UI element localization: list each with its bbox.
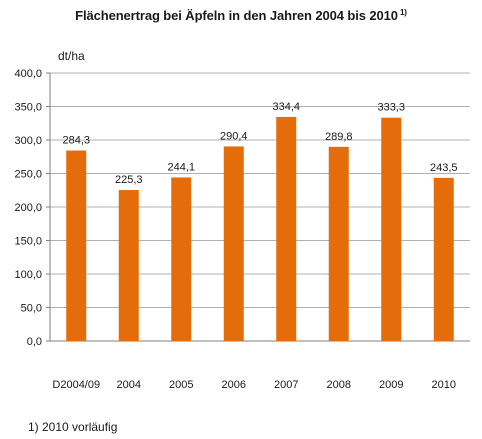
bar-2006 [223, 146, 244, 341]
y-tick-label: 400,0 [14, 68, 42, 80]
bar-2009 [381, 117, 402, 342]
x-tick-label-2007: 2007 [274, 379, 298, 391]
bar-2007 [276, 116, 297, 342]
data-label-2009: 333,3 [377, 102, 405, 114]
y-tick-label: 250,0 [14, 169, 42, 181]
data-labels: 284,3 225,3 244,1 290,4 334,4 289,8 333,3 243,5 [62, 101, 457, 186]
bar-2004 [118, 190, 139, 341]
y-axis-unit-label: dt/ha [58, 49, 85, 63]
y-tick-label: 200,0 [14, 202, 42, 214]
data-label-2008: 289,8 [325, 131, 353, 143]
title-footnote-marker: 1) [399, 8, 407, 17]
data-label-2006: 290,4 [220, 130, 248, 142]
x-tick-label-2006: 2006 [222, 379, 246, 391]
bar-2008 [328, 146, 349, 341]
x-tick-label-2008: 2008 [327, 379, 351, 391]
y-tick-label: 0,0 [27, 336, 42, 348]
y-tick-label: 350,0 [14, 102, 42, 114]
y-tick-label: 300,0 [14, 135, 42, 147]
y-tick-labels: 0,0 50,0 100,0 150,0 200,0 250,0 300,0 350,0 400… [14, 68, 42, 348]
footnote: 1) 2010 vorläufig [28, 420, 118, 434]
bar-D2004/09 [66, 150, 87, 341]
y-tick-label: 150,0 [14, 236, 42, 248]
chart-title-text: Flächenertrag bei Äpfeln in den Jahren 2… [75, 8, 398, 23]
data-label-D2004/09: 284,3 [62, 135, 90, 147]
x-tick-label-2004: 2004 [117, 379, 141, 391]
x-tick-labels: D2004/09 2004 2005 2006 2007 2008 2009 2010 [52, 379, 456, 391]
bar-2010 [433, 177, 454, 341]
data-label-2004: 225,3 [115, 174, 143, 186]
gridlines [50, 72, 470, 308]
bar-chart: 284,3 225,3 244,1 290,4 334,4 289,8 333,3 243,5… [14, 68, 470, 391]
x-tick-label-2005: 2005 [169, 379, 193, 391]
chart-title: Flächenertrag bei Äpfeln in den Jahren 2… [0, 8, 482, 23]
y-tick-label: 100,0 [14, 269, 42, 281]
x-tick-label-D2004/09: D2004/09 [52, 379, 100, 391]
data-label-2005: 244,1 [167, 161, 195, 173]
bars [66, 116, 454, 342]
y-tick-label: 50,0 [21, 303, 42, 315]
x-tick-label-2010: 2010 [432, 379, 456, 391]
data-label-2010: 243,5 [430, 162, 458, 174]
data-label-2007: 334,4 [272, 101, 300, 113]
x-tick-label-2009: 2009 [379, 379, 403, 391]
bar-2005 [171, 177, 192, 341]
